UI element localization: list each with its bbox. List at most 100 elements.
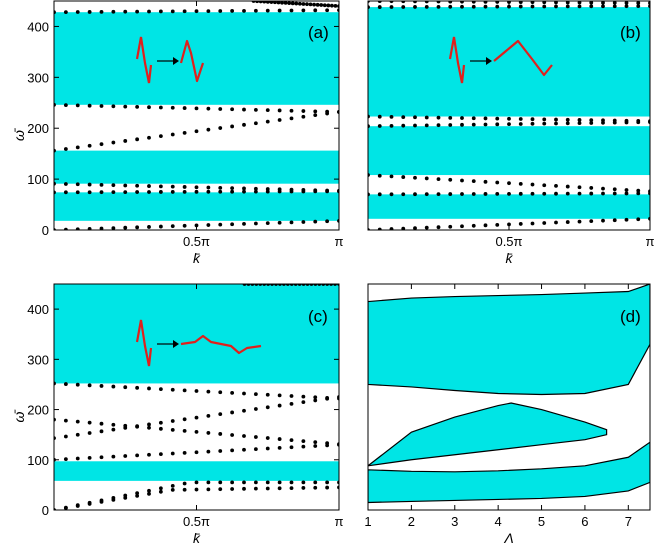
data-point [63,10,68,15]
data-point [507,4,511,9]
y-tick-label: 400 [27,302,49,317]
data-point [289,401,294,406]
data-point [99,142,104,147]
data-point [158,452,163,457]
dispersion-branch-1 [54,218,339,230]
data-point [329,3,334,8]
data-point [265,119,270,124]
data-point [230,433,235,437]
dispersion-branch-2 [368,191,650,197]
x-tick-label: 7 [625,514,632,529]
data-point [170,132,175,137]
data-point [75,182,80,187]
data-point [289,8,294,13]
data-point [624,1,629,5]
data-point [325,188,330,193]
data-point [170,105,175,110]
data-point [194,9,199,14]
data-point [253,107,258,112]
x-axis-label: k̄ [193,530,201,546]
data-point [554,191,558,196]
data-point [218,412,223,417]
x-tick-label: 0.5π [183,234,210,249]
data-point [123,225,128,230]
data-point [75,503,80,508]
data-point [507,191,511,196]
data-point [577,121,582,126]
data-point [612,218,617,223]
data-point [471,122,476,127]
data-point [297,1,302,6]
panel-label: (d) [620,307,641,326]
data-point [322,3,327,8]
data-point [158,190,163,194]
data-point [230,487,235,491]
data-point [577,1,582,5]
data-point [612,118,617,123]
data-point [277,118,282,122]
data-point [413,192,417,197]
data-point [253,189,258,194]
data-point [377,114,382,119]
x-tick-label: π [335,514,344,529]
data-point [277,393,282,398]
data-point [87,383,92,388]
data-point [218,9,223,13]
data-point [277,437,282,441]
stop-band-1 [54,461,339,481]
data-point [230,480,235,485]
data-point [401,5,406,9]
data-point [448,1,453,4]
data-point [542,221,547,225]
mode-shape-inset [448,36,553,84]
data-point [194,415,199,420]
data-point [624,188,629,192]
data-point [289,116,294,121]
plot-area [368,1,650,230]
data-point [448,177,453,182]
data-point [87,500,92,505]
data-point [206,189,211,194]
data-point [301,394,306,399]
data-point [277,403,282,408]
data-point [265,436,270,440]
data-point [230,189,235,194]
data-point [287,1,292,6]
data-point [326,3,331,8]
data-point [424,176,429,181]
data-point [277,8,282,13]
data-point [147,190,151,194]
data-point [301,8,306,13]
y-tick-label: 0 [42,223,49,238]
data-point [206,449,211,454]
data-point [87,420,92,425]
data-point [460,224,464,229]
data-point [289,480,294,485]
data-point [111,190,116,195]
data-point [325,8,330,13]
data-point [218,185,223,190]
data-point [301,109,306,113]
data-point [554,220,558,225]
data-point [413,1,417,4]
data-point [123,104,128,109]
data-point [75,382,80,387]
data-point [413,175,417,180]
x-tick-label: π [646,234,654,249]
initial-mode-shape [448,36,466,84]
stop-band-1 [368,194,650,219]
data-point [589,191,594,196]
data-point [265,480,270,485]
data-point [401,226,406,230]
data-point [483,223,488,228]
data-point [436,115,441,120]
data-point [123,454,128,458]
data-point [218,449,223,453]
data-point [624,118,629,123]
data-point [518,181,523,186]
data-point [265,187,270,191]
data-point [554,1,558,5]
data-point [194,106,199,111]
data-point [170,9,175,14]
data-point [424,1,429,4]
